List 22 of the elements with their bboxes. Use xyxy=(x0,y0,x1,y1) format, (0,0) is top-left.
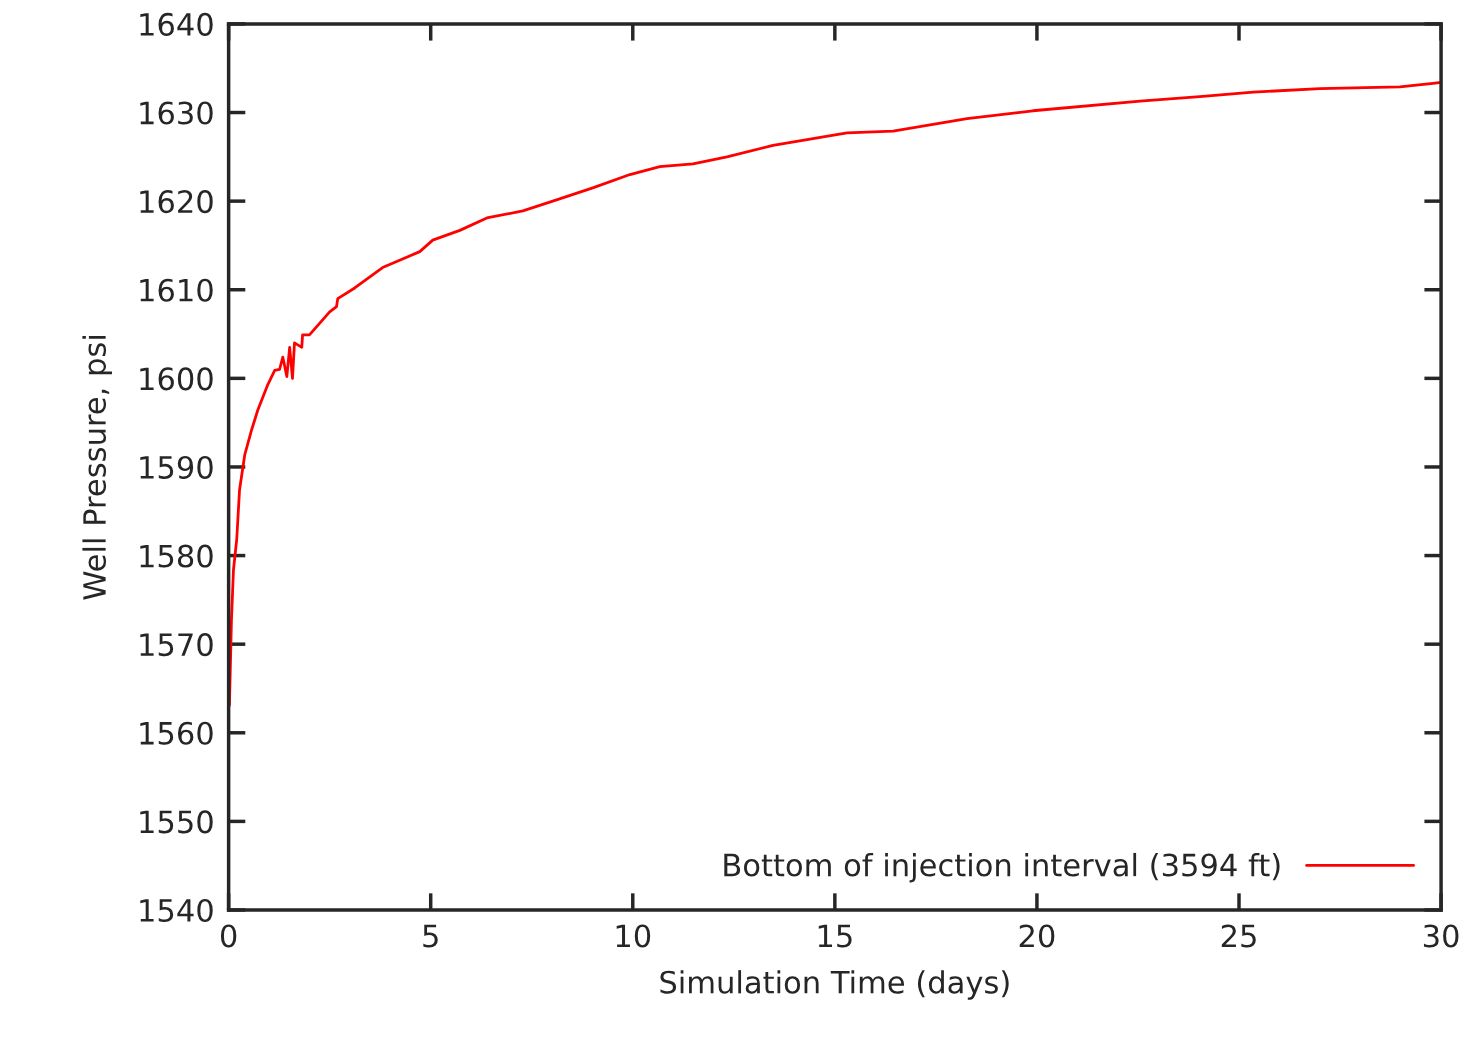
x-tick-label: 10 xyxy=(616,924,651,948)
x-tick-label: 15 xyxy=(818,924,852,948)
y-tick-label: 1570 xyxy=(140,633,213,657)
x-tick-label: 5 xyxy=(423,924,438,948)
x-tick-label: 30 xyxy=(1423,924,1459,948)
y-tick-label: 1560 xyxy=(140,721,213,745)
y-tick-label: 1590 xyxy=(140,455,213,479)
line-series xyxy=(228,81,1442,707)
y-tick-label: 1550 xyxy=(140,810,213,834)
y-tick-label: 1610 xyxy=(140,278,213,302)
y-tick-label: 1630 xyxy=(140,101,213,125)
x-tick-label: 20 xyxy=(1019,924,1055,948)
y-tick-label: 1600 xyxy=(140,367,213,391)
x-axis-title: Simulation Time (days) xyxy=(660,970,1009,1000)
y-tick-label: 1620 xyxy=(140,190,213,214)
y-tick-label: 1540 xyxy=(140,898,213,923)
y-tick-label: 1640 xyxy=(140,12,213,36)
y-axis-title: Well Pressure, psi xyxy=(82,336,112,600)
y-tick-label: 1580 xyxy=(140,544,213,568)
x-tick-label: 0 xyxy=(220,924,237,948)
x-tick-label: 25 xyxy=(1221,924,1256,948)
legend-label: Bottom of injection interval (3594 ft) xyxy=(724,852,1280,883)
